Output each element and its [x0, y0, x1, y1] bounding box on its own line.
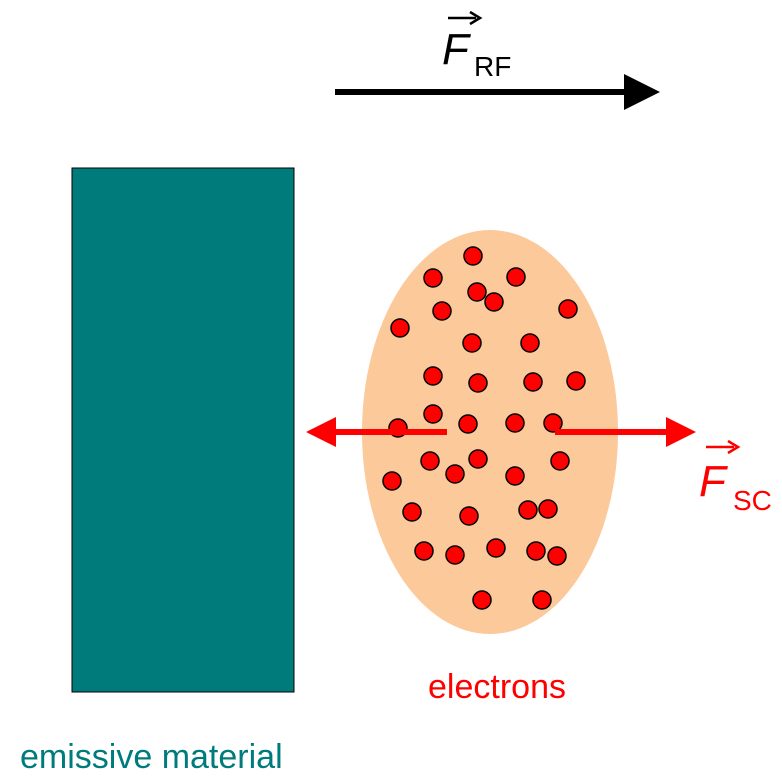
electron [506, 467, 524, 485]
electron [548, 547, 566, 565]
electron [487, 539, 505, 557]
electron [424, 405, 442, 423]
rf-force-label: F RF [442, 12, 511, 82]
electron [468, 283, 486, 301]
electron [527, 542, 545, 560]
electron [433, 302, 451, 320]
electron [446, 546, 464, 564]
electron [533, 591, 551, 609]
electron [403, 503, 421, 521]
electron [567, 372, 585, 390]
electron [521, 334, 539, 352]
diagram: F RF F SC electrons emissive material [0, 0, 782, 776]
electron [463, 334, 481, 352]
electron [539, 500, 557, 518]
material-label: emissive material [20, 738, 283, 776]
electron [424, 269, 442, 287]
electron [469, 450, 487, 468]
electron [506, 414, 524, 432]
electron [424, 367, 442, 385]
electron [459, 415, 477, 433]
electron [469, 374, 487, 392]
electrons-label: electrons [428, 668, 566, 706]
electron [421, 452, 439, 470]
force-subscript: RF [474, 51, 511, 82]
electron [551, 452, 569, 470]
electron [464, 247, 482, 265]
electron [460, 507, 478, 525]
electron [391, 319, 409, 337]
electron [473, 591, 491, 609]
electron [485, 293, 503, 311]
electron [507, 268, 525, 286]
electron [524, 373, 542, 391]
force-symbol: F [699, 457, 728, 506]
sc-force-label: F SC [699, 441, 772, 516]
force-symbol: F [442, 25, 471, 74]
electron [559, 300, 577, 318]
electron [383, 472, 401, 490]
emissive-material [72, 168, 294, 692]
electron [415, 542, 433, 560]
electron [446, 465, 464, 483]
electron [519, 501, 537, 519]
force-subscript: SC [733, 485, 772, 516]
